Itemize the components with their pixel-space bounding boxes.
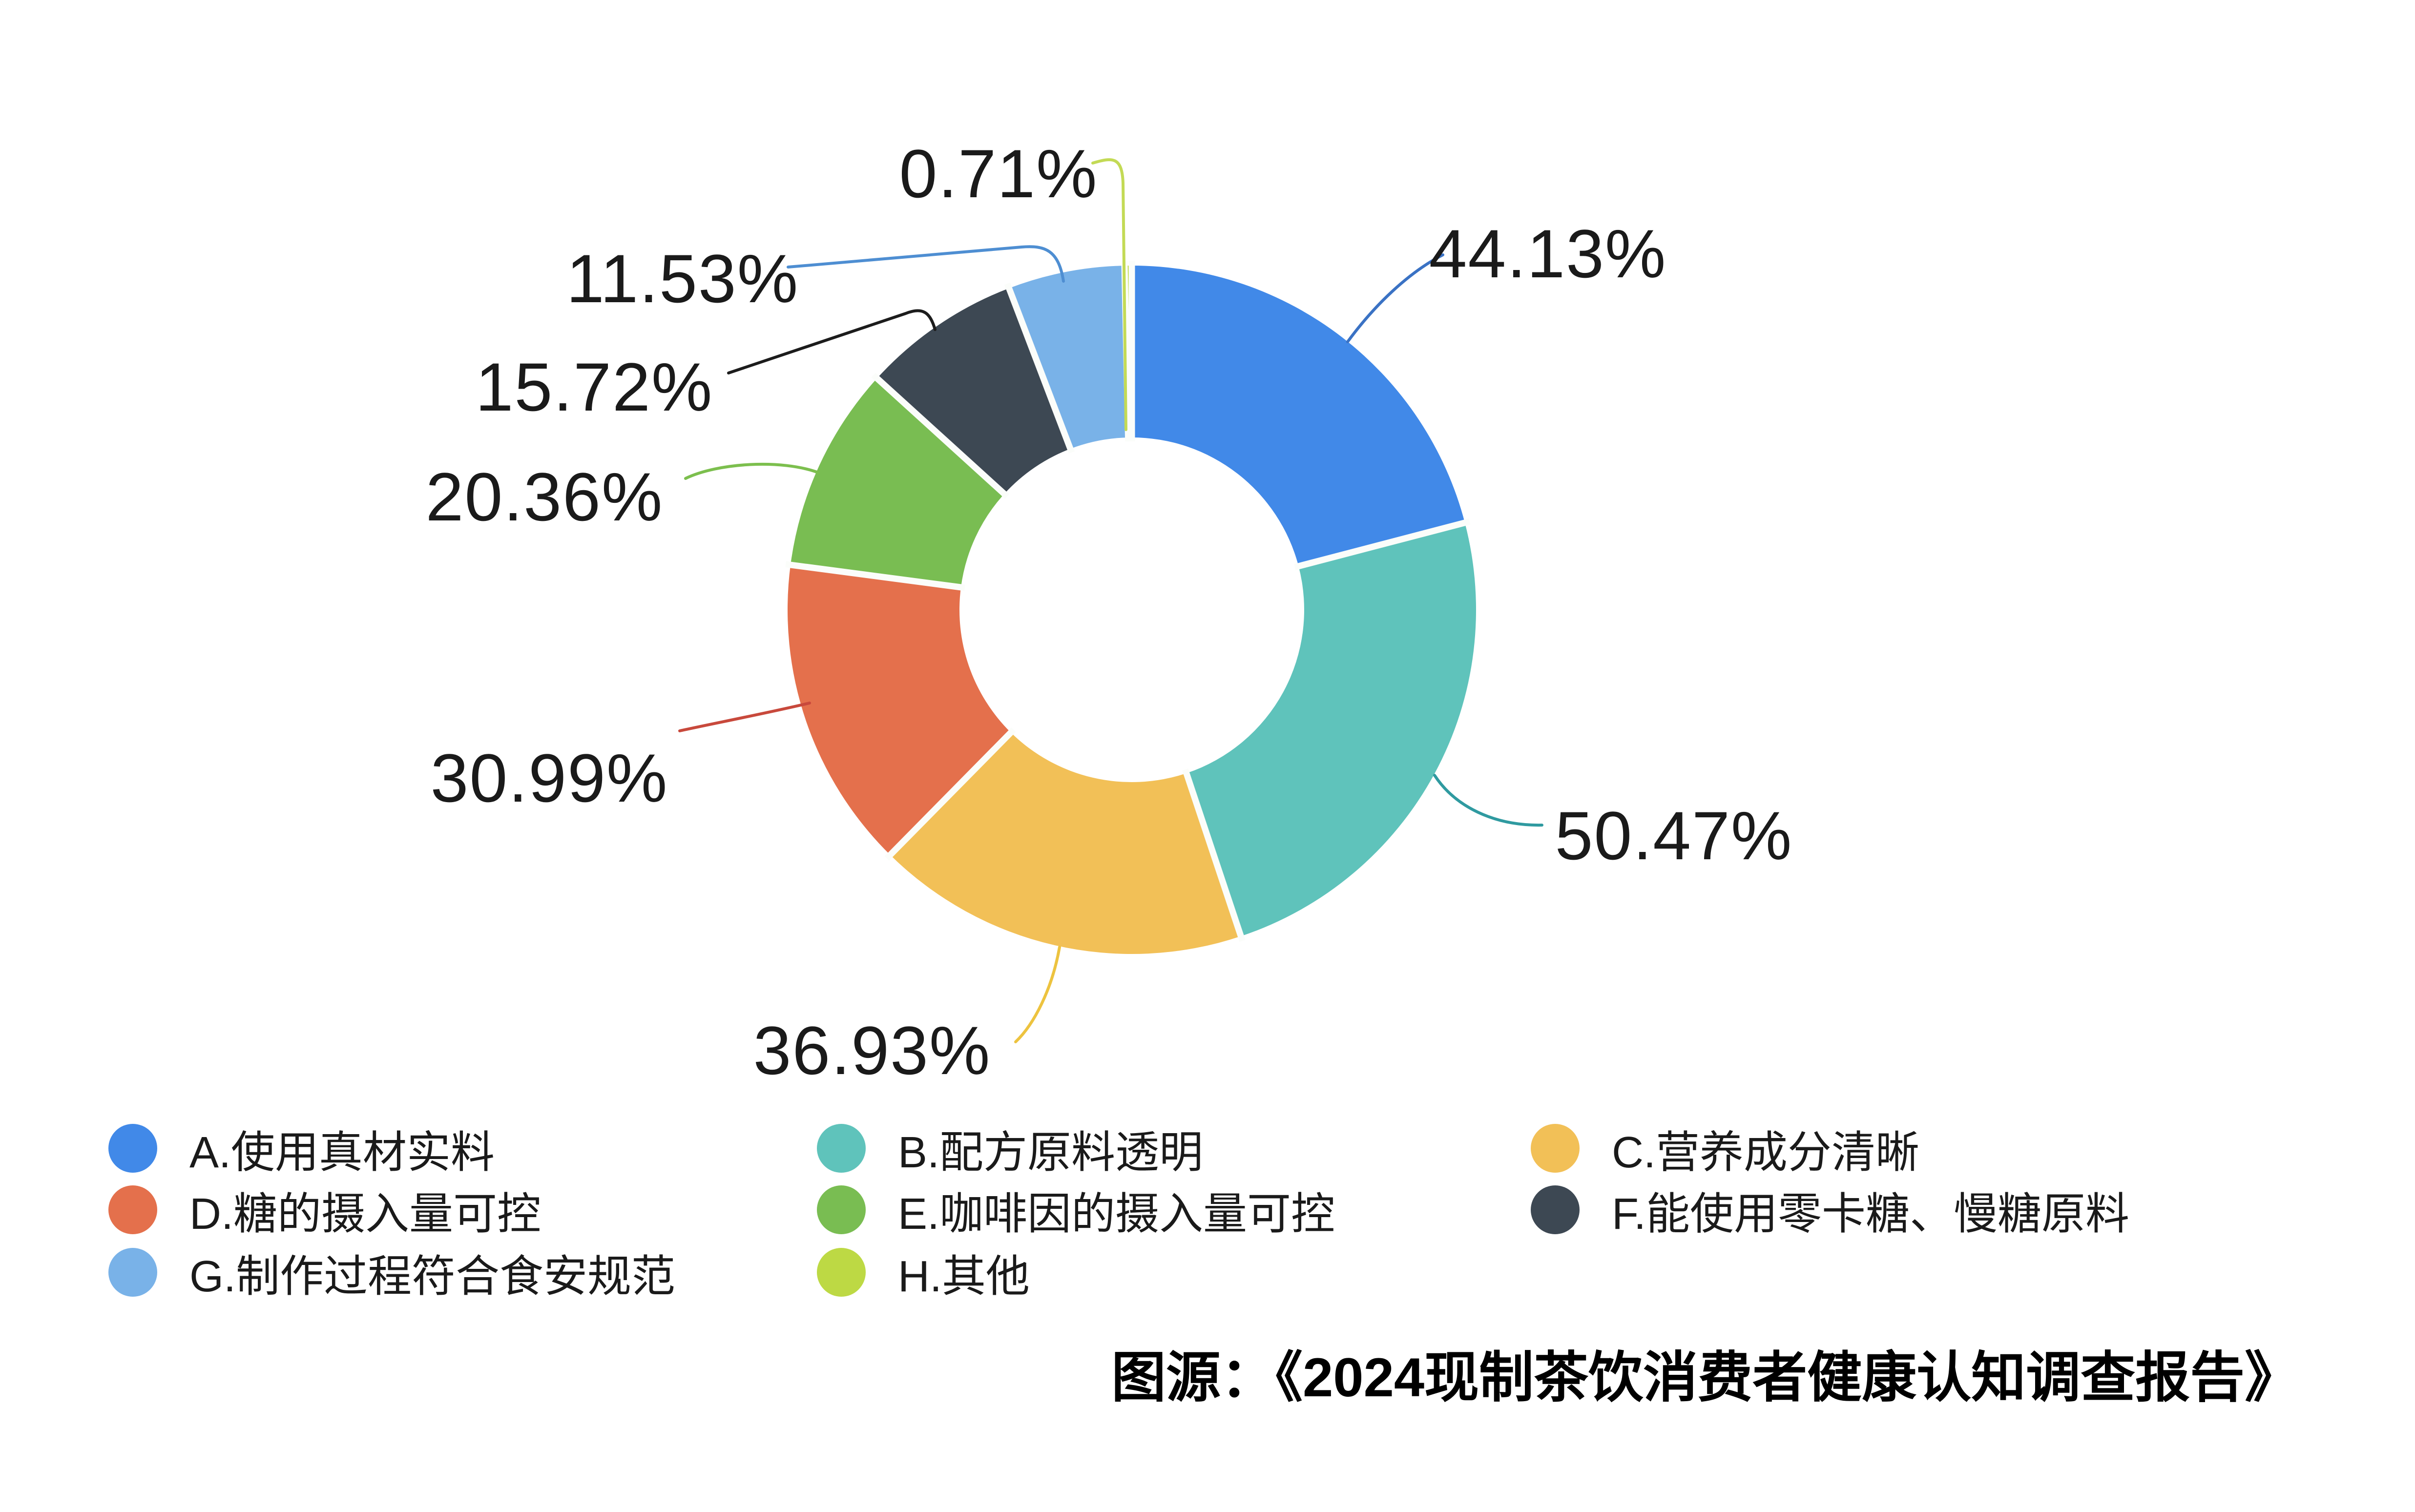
donut-slices [788,266,1476,954]
pct-label-C: 36.93% [753,1012,991,1089]
slice-gap [884,727,1016,861]
leader-line-G [787,245,1065,283]
legend-label-A: A.使用真材实料 [189,1128,495,1177]
legend-item-D[interactable]: D.糖的摄入量可控 [108,1178,541,1242]
legend-item-A[interactable]: A.使用真材实料 [108,1117,495,1180]
donut-slice-D[interactable] [788,565,1011,855]
donut-slice-F[interactable] [877,288,1071,494]
legend-item-F[interactable]: F.能使用零卡糖、慢糖原料 [1531,1178,2129,1242]
legend-swatch-F [1531,1185,1580,1234]
slice-gap [871,373,1010,499]
slice-gap [1004,282,1075,454]
legend-swatch-G [108,1248,157,1297]
donut-slice-B[interactable] [1186,522,1476,936]
donut-slice-E[interactable] [791,378,1004,587]
legend-label-D: D.糖的摄入量可控 [189,1190,541,1239]
leader-line-D [678,702,811,732]
legend-swatch-H [817,1248,866,1297]
leader-line-H [1091,158,1127,431]
legend-label-B: B.配方原料透明 [898,1128,1204,1177]
pct-label-A: 44.13% [1429,215,1667,292]
donut-slice-G[interactable] [1009,266,1128,449]
pct-label-D: 30.99% [430,740,668,816]
slice-gap [1294,518,1471,571]
legend-label-E: E.咖啡因的摄入量可控 [898,1190,1335,1239]
legend-item-C[interactable]: C.营养成分清晰 [1531,1117,1919,1180]
source-note: 图源：《2024现制茶饮消费者健康认知调查报告》 [1111,1347,2300,1408]
legend-label-F: F.能使用零卡糖、慢糖原料 [1612,1190,2130,1239]
legend-swatch-D [108,1185,157,1234]
legend-swatch-C [1531,1124,1580,1173]
leader-line-C [1014,946,1061,1043]
pct-label-B: 50.47% [1555,797,1793,874]
leader-line-F [727,309,937,374]
pct-label-H: 0.71% [899,135,1098,212]
legend-swatch-E [817,1185,866,1234]
legend-item-E[interactable]: E.咖啡因的摄入量可控 [817,1178,1335,1242]
legend-item-H[interactable]: H.其他 [817,1241,1030,1304]
legend-label-G: G.制作过程符合食安规范 [189,1252,676,1301]
legend-item-B[interactable]: B.配方原料透明 [817,1117,1203,1180]
donut-slice-A[interactable] [1132,266,1465,566]
leader-lines [678,158,1543,1043]
slice-gap [785,561,965,591]
donut-slice-C[interactable] [890,732,1241,954]
pct-label-E: 20.36% [425,458,664,535]
legend-swatch-B [817,1124,866,1173]
pct-label-F: 15.72% [475,349,713,425]
legend-label-H: H.其他 [898,1252,1030,1301]
legend-swatch-A [108,1124,157,1173]
leader-line-E [684,462,820,480]
legend-label-C: C.营养成分清晰 [1612,1128,1919,1177]
leader-line-B [1433,774,1543,827]
pct-label-G: 11.53% [566,240,799,317]
slice-gap [1182,768,1246,942]
legend-item-G[interactable]: G.制作过程符合食安规范 [108,1241,675,1304]
leader-line-A [1346,253,1444,343]
